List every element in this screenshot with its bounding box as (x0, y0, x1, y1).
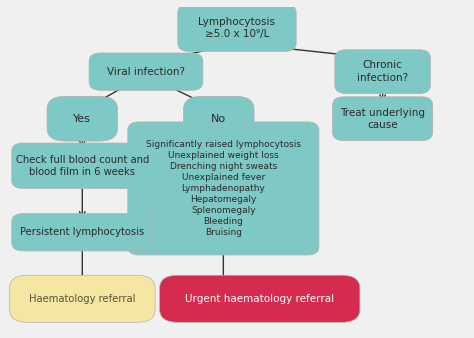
Text: Check full blood count and
blood film in 6 weeks: Check full blood count and blood film in… (16, 154, 149, 177)
FancyBboxPatch shape (183, 96, 254, 141)
FancyBboxPatch shape (333, 97, 433, 141)
FancyBboxPatch shape (89, 53, 203, 90)
Text: Yes: Yes (73, 114, 91, 124)
Text: Haematology referral: Haematology referral (29, 294, 136, 304)
FancyBboxPatch shape (9, 275, 155, 322)
Text: Chronic
infection?: Chronic infection? (357, 61, 408, 83)
FancyBboxPatch shape (12, 214, 153, 251)
Text: Persistent lymphocytosis: Persistent lymphocytosis (20, 227, 145, 237)
Text: Viral infection?: Viral infection? (107, 67, 185, 77)
Text: Lymphocytosis
≥5.0 x 10⁹/L: Lymphocytosis ≥5.0 x 10⁹/L (199, 17, 275, 39)
FancyBboxPatch shape (178, 4, 296, 51)
Text: Significantly raised lymphocytosis
Unexplained weight loss
Drenching night sweat: Significantly raised lymphocytosis Unexp… (146, 140, 301, 237)
FancyBboxPatch shape (12, 143, 153, 189)
FancyBboxPatch shape (160, 275, 360, 322)
FancyBboxPatch shape (335, 50, 430, 94)
FancyBboxPatch shape (128, 122, 319, 255)
Text: Urgent haematology referral: Urgent haematology referral (185, 294, 334, 304)
Text: No: No (211, 114, 227, 124)
FancyBboxPatch shape (47, 96, 118, 141)
Text: Treat underlying
cause: Treat underlying cause (340, 107, 425, 130)
